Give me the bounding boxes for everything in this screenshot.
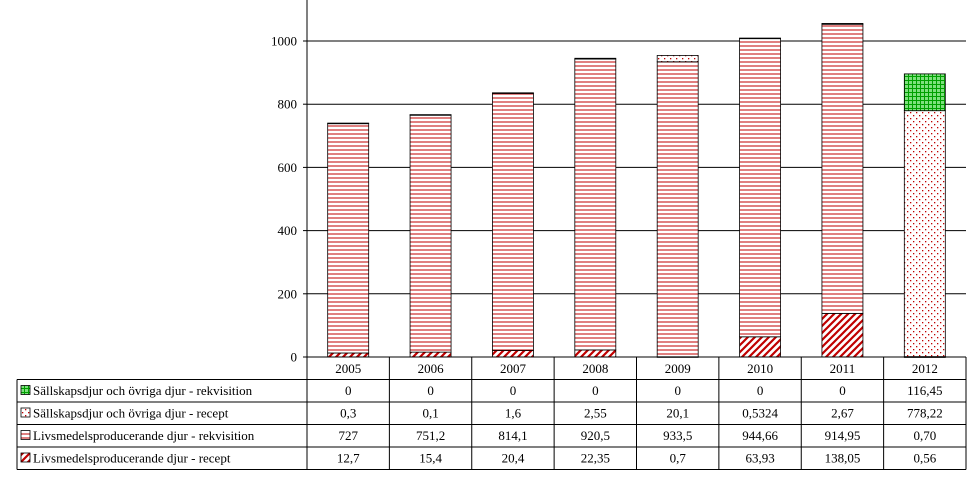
bar-segment-2005-s1: [327, 122, 370, 354]
legend-label: Sällskapsdjur och övriga djur - recept: [33, 406, 229, 421]
y-tick-label: 0: [291, 350, 298, 365]
data-label: 20,4: [502, 451, 525, 466]
data-label: 22,35: [581, 451, 610, 466]
data-table: 2005 2006 2007 2008 2009 2010 2011 2012 Sällskap…: [16, 356, 967, 470]
category-label: 2005: [335, 361, 361, 376]
bar-segment-2005-s2: [327, 122, 370, 125]
bar-segment-2009-s1: [656, 61, 699, 358]
data-label: 920,5: [581, 428, 610, 443]
category-label: 2012: [912, 361, 938, 376]
data-label: 778,22: [907, 406, 943, 421]
y-tick-label: 600: [278, 160, 298, 175]
data-label: 0: [427, 383, 434, 398]
data-label: 1,6: [505, 406, 522, 421]
bar-segment-2008-s0: [574, 349, 617, 358]
data-label: 0,1: [422, 406, 438, 421]
legend-swatch: [20, 430, 31, 440]
data-label: 0,7: [670, 451, 687, 466]
legend-label: Sällskapsdjur och övriga djur - rekvisit…: [33, 383, 253, 398]
bar-segment-2010-s1: [739, 37, 781, 338]
y-tick-label: 800: [278, 97, 298, 112]
data-label: 0: [510, 383, 517, 398]
data-label: 0,5324: [742, 406, 778, 421]
data-label: 814,1: [498, 428, 527, 443]
bar-segment-2011-s2: [821, 23, 864, 25]
category-label: 2007: [500, 361, 527, 376]
bar-segment-2007-s2: [492, 92, 534, 94]
data-label: 0: [592, 383, 599, 398]
bar-segment-2008-s1: [574, 58, 617, 351]
bar-segment-2007-s1: [492, 92, 534, 351]
data-label: 138,05: [825, 451, 861, 466]
legend-swatch: [20, 407, 31, 418]
legend-label: Livsmedelsproducerande djur - rekvisitio…: [33, 428, 255, 443]
bar-segment-2012-s2: [903, 110, 946, 358]
y-axis: 0 200 400 600 800 1000: [271, 0, 308, 365]
data-label: 63,93: [745, 451, 774, 466]
bar-segment-2008-s2: [574, 57, 617, 60]
gridlines: [307, 40, 966, 295]
category-label: 2008: [582, 361, 608, 376]
bar-segment-2006-s2: [409, 114, 452, 116]
data-label: 933,5: [663, 428, 692, 443]
data-label: 0: [345, 383, 352, 398]
bar-segment-2009-s2: [656, 55, 699, 63]
data-label: 0,70: [913, 428, 936, 443]
data-label: 914,95: [825, 428, 861, 443]
bar-segment-2005-s0: [327, 352, 370, 358]
legend-label: Livsmedelsproducerande djur - recept: [33, 451, 231, 466]
data-label: 727: [338, 428, 358, 443]
category-label: 2011: [830, 361, 856, 376]
data-label: 116,45: [907, 383, 942, 398]
y-tick-label: 1000: [271, 34, 297, 49]
data-label: 0,3: [340, 406, 356, 421]
legend-swatch: [20, 452, 31, 463]
legend-swatch: [20, 385, 31, 395]
data-label: 2,67: [831, 406, 854, 421]
bar-segment-2006-s0: [409, 351, 452, 358]
category-label: 2006: [418, 361, 445, 376]
data-label: 12,7: [337, 451, 360, 466]
bar-segment-2010-s2: [739, 37, 781, 40]
data-label: 0,56: [913, 451, 936, 466]
data-label: 15,4: [419, 451, 442, 466]
bars: [327, 23, 946, 358]
data-label: 0: [757, 383, 764, 398]
bar-segment-2010-s0: [739, 336, 781, 358]
category-label: 2010: [747, 361, 773, 376]
bar-segment-2012-s3: [903, 73, 946, 112]
y-tick-label: 200: [278, 286, 298, 301]
bar-segment-2011-s0: [821, 312, 864, 358]
data-label: 20,1: [666, 406, 689, 421]
bar-segment-2011-s1: [821, 23, 864, 314]
category-label: 2009: [665, 361, 691, 376]
data-label: 0: [674, 383, 681, 398]
y-tick-label: 400: [278, 223, 298, 238]
data-label: 751,2: [416, 428, 445, 443]
bar-segment-2006-s1: [409, 114, 452, 353]
data-label: 0: [839, 383, 846, 398]
bar-segment-2007-s0: [492, 350, 534, 358]
data-label: 2,55: [584, 406, 607, 421]
data-label: 944,66: [742, 428, 778, 443]
